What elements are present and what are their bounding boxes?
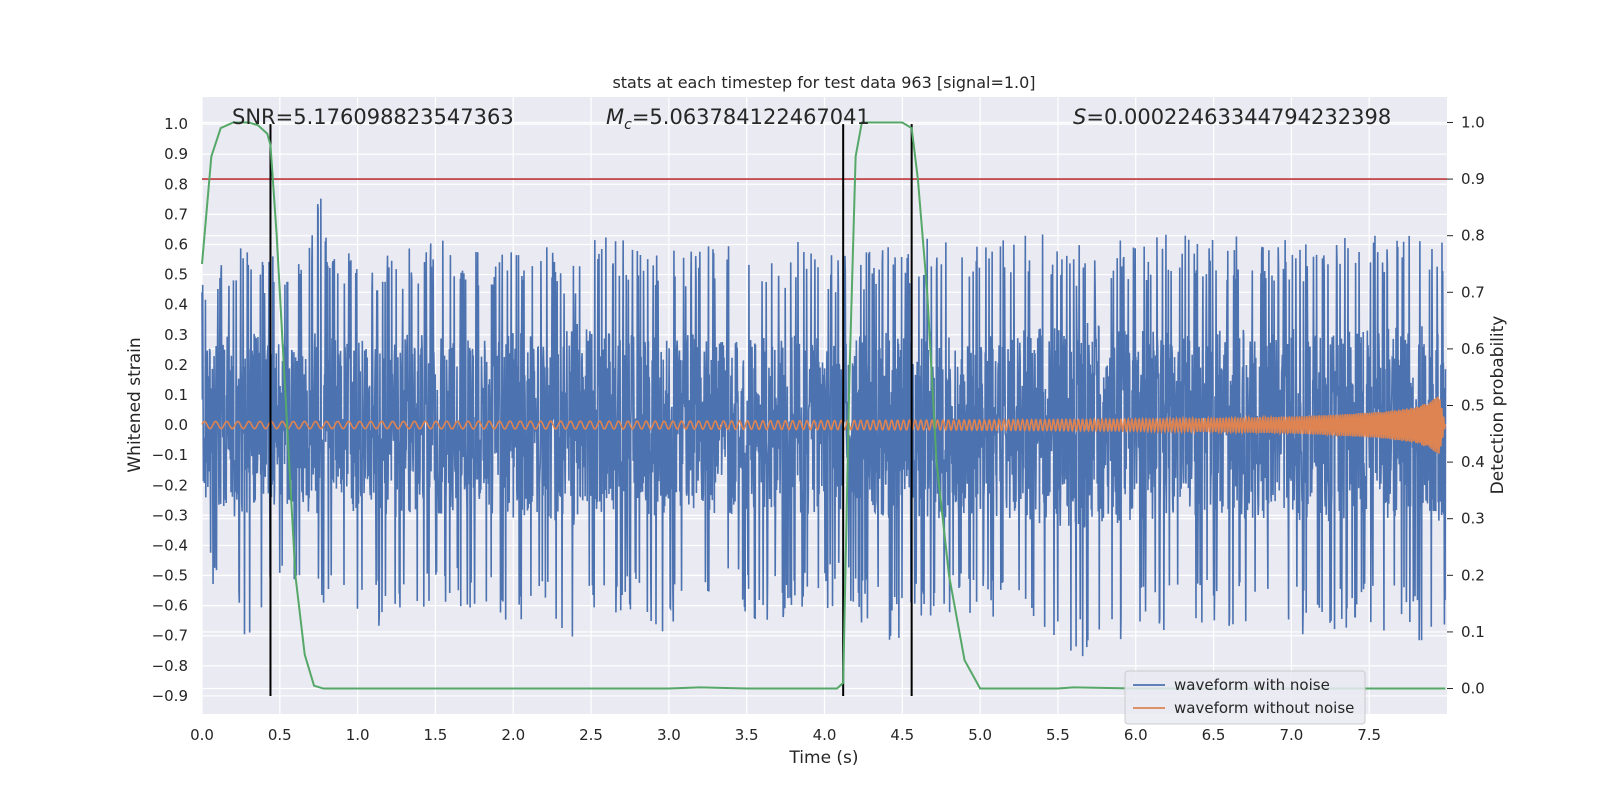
series-waveform-without-noise bbox=[201, 396, 1446, 454]
y-tick-label: 0.8 bbox=[164, 175, 188, 193]
x-tick-label: 6.5 bbox=[1202, 726, 1226, 744]
chirp-mass-symbol: M bbox=[606, 105, 624, 129]
chirp-mass-annotation: Mc=5.063784122467041 bbox=[606, 105, 870, 133]
y-tick-label: −0.5 bbox=[152, 567, 188, 585]
s-value: =0.00022463344794232398 bbox=[1086, 105, 1391, 129]
clean-waveform-path bbox=[201, 396, 1446, 454]
s-annotation: S=0.00022463344794232398 bbox=[1073, 105, 1391, 129]
x-axis-label: Time (s) bbox=[788, 748, 858, 768]
chirp-mass-value: =5.063784122467041 bbox=[632, 105, 870, 129]
series-waveform-with-noise bbox=[201, 198, 1447, 657]
x-tick-label: 0.0 bbox=[190, 726, 214, 744]
y2-tick-label: 0.9 bbox=[1461, 170, 1485, 188]
x-tick-label: 5.5 bbox=[1046, 726, 1070, 744]
y2-tick-label: 0.0 bbox=[1461, 680, 1485, 698]
y-tick-label: 0.1 bbox=[164, 386, 188, 404]
y-axis-label: Whitened strain bbox=[125, 337, 145, 472]
y2-tick-label: 0.3 bbox=[1461, 510, 1485, 528]
x-tick-label: 7.0 bbox=[1279, 726, 1303, 744]
y-tick-label: −0.8 bbox=[152, 657, 188, 675]
y-tick-label: 0.2 bbox=[164, 356, 188, 374]
y-tick-label: 1.0 bbox=[164, 115, 188, 133]
chirp-mass-subscript: c bbox=[624, 117, 632, 133]
y-tick-label: −0.9 bbox=[152, 687, 188, 705]
x-tick-label: 1.0 bbox=[346, 726, 370, 744]
y2-axis-label: Detection probability bbox=[1488, 316, 1508, 495]
x-tick-label: 6.0 bbox=[1124, 726, 1148, 744]
y-tick-label: −0.7 bbox=[152, 627, 188, 645]
x-tick-label: 3.5 bbox=[735, 726, 759, 744]
x-tick-label: 7.5 bbox=[1357, 726, 1381, 744]
y2-tick-label: 0.6 bbox=[1461, 340, 1485, 358]
x-tick-label: 4.5 bbox=[890, 726, 914, 744]
y-tick-label: −0.3 bbox=[152, 506, 188, 524]
y2-axis-ticks: 1.0 0.9 0.8 0.7 0.6 0.5 0.4 0.3 0.2 0.1 0.0 bbox=[1447, 113, 1485, 698]
x-tick-label: 1.5 bbox=[424, 726, 448, 744]
y-tick-label: 0.6 bbox=[164, 235, 188, 253]
y-tick-label: 0.3 bbox=[164, 326, 188, 344]
y-tick-label: 0.0 bbox=[164, 416, 188, 434]
legend: waveform with noise waveform without noi… bbox=[1124, 670, 1366, 725]
chart-title: stats at each timestep for test data 963… bbox=[612, 73, 1035, 92]
y-tick-label: 0.9 bbox=[164, 145, 188, 163]
legend-box bbox=[1124, 670, 1366, 725]
x-tick-label: 2.0 bbox=[501, 726, 525, 744]
y-tick-label: −0.1 bbox=[152, 446, 188, 464]
x-axis-ticks: 0.0 0.5 1.0 1.5 2.0 2.5 3.0 3.5 4.0 4.5 5.0 5.5 6.0 6… bbox=[190, 726, 1381, 744]
x-tick-label: 0.5 bbox=[268, 726, 292, 744]
series-detection-probability bbox=[201, 121, 1446, 690]
event-markers bbox=[269, 124, 913, 696]
x-tick-label: 2.5 bbox=[579, 726, 603, 744]
y-tick-label: 0.5 bbox=[164, 266, 188, 284]
noise-waveform-path bbox=[201, 198, 1447, 657]
y2-tick-label: 0.7 bbox=[1461, 283, 1485, 301]
x-tick-label: 5.0 bbox=[968, 726, 992, 744]
y2-tick-label: 0.1 bbox=[1461, 623, 1485, 641]
y2-tick-label: 1.0 bbox=[1461, 113, 1485, 131]
y-tick-label: 0.4 bbox=[164, 296, 188, 314]
snr-annotation: SNR=5.176098823547363 bbox=[232, 105, 514, 129]
detection-probability-line bbox=[201, 121, 1446, 690]
y-tick-label: −0.2 bbox=[152, 476, 188, 494]
y2-tick-label: 0.5 bbox=[1461, 397, 1485, 415]
y-axis-ticks: 1.0 0.9 0.8 0.7 0.6 0.5 0.4 0.3 0.2 0.1 0.0 −0.1 −0.… bbox=[152, 115, 188, 705]
y-tick-label: −0.6 bbox=[152, 597, 188, 615]
x-tick-label: 3.0 bbox=[657, 726, 681, 744]
y2-tick-label: 0.4 bbox=[1461, 453, 1485, 471]
y2-tick-label: 0.8 bbox=[1461, 227, 1485, 245]
y-tick-label: −0.4 bbox=[152, 536, 188, 554]
y-tick-label: 0.7 bbox=[164, 205, 188, 223]
legend-label-with-noise: waveform with noise bbox=[1174, 676, 1330, 694]
legend-label-without-noise: waveform without noise bbox=[1174, 699, 1354, 717]
x-tick-label: 4.0 bbox=[813, 726, 837, 744]
y2-tick-label: 0.2 bbox=[1461, 566, 1485, 584]
s-symbol: S bbox=[1073, 105, 1086, 129]
